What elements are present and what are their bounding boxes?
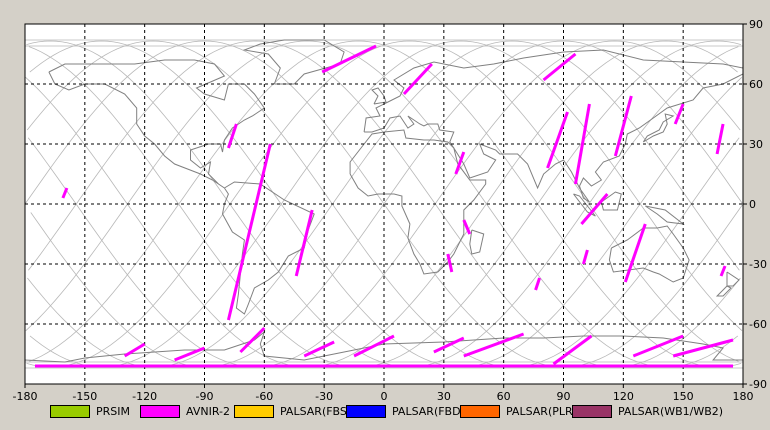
legend-label: PALSAR(FBS) [280, 404, 352, 418]
y-tick-label: -90 [749, 378, 767, 391]
swath-segment [174, 346, 206, 362]
legend-label: PRSIM [96, 404, 130, 418]
legend-label: PALSAR(PLR) [506, 404, 577, 418]
legend-item-palsar-wb: PALSAR(WB1/WB2) [572, 402, 723, 420]
swath-segment [613, 95, 633, 157]
coastline [371, 87, 387, 105]
grid-lines [25, 24, 743, 384]
swath-segment [546, 111, 569, 169]
avnir2-swaths [34, 44, 734, 368]
legend-item-palsar-plr: PALSAR(PLR) [460, 402, 577, 420]
swath-segment [582, 249, 589, 265]
swath-segment [321, 44, 377, 74]
swath-segment [542, 52, 577, 82]
legend: PRSIM AVNIR-2 PALSAR(FBS) PALSAR(FBD) PA… [0, 402, 770, 422]
swath-segment [123, 342, 146, 358]
legend-swatch [50, 404, 90, 418]
legend-item-palsar-fbd: PALSAR(FBD) [346, 402, 465, 420]
axis-ticks: -180 -150 -120 -90 -60 -30 0 30 60 90 120 150 180 90 6… [13, 18, 767, 403]
swath-segment [463, 332, 525, 358]
coastline [642, 113, 675, 143]
legend-item-avnir2: AVNIR-2 [140, 402, 230, 420]
y-tick-label: 60 [749, 78, 763, 91]
legend-swatch [572, 404, 612, 418]
coastline [600, 191, 622, 211]
orbit-track [29, 40, 743, 368]
swath-segment [534, 277, 541, 291]
x-tick-label: -90 [196, 390, 214, 403]
legend-swatch [346, 404, 386, 418]
y-tick-label: 30 [749, 138, 763, 151]
coastline [242, 39, 345, 85]
swath-segment [623, 223, 647, 283]
x-tick-label: 30 [437, 390, 451, 403]
swath-segment [715, 123, 725, 155]
swath-segment [580, 193, 609, 225]
swath-segment [719, 265, 727, 277]
swath-segment [61, 187, 69, 199]
x-tick-label: 90 [557, 390, 571, 403]
orbit-track [26, 40, 740, 368]
swath-segment [353, 334, 395, 358]
orbit-track [28, 40, 742, 368]
x-tick-label: -30 [315, 390, 333, 403]
swath-segment [239, 326, 266, 354]
x-tick-label: 180 [733, 390, 754, 403]
x-tick-label: 150 [673, 390, 694, 403]
y-tick-label: 90 [749, 18, 763, 31]
swath-segment [462, 219, 472, 235]
x-tick-label: 0 [381, 390, 388, 403]
y-tick-label: 0 [749, 198, 756, 211]
coastline [349, 129, 487, 275]
coastline [221, 181, 315, 315]
coastline [726, 271, 740, 287]
coastline [573, 193, 596, 217]
swath-segment [294, 209, 314, 277]
orbit-track [29, 40, 743, 368]
swath-segment [402, 62, 433, 96]
legend-swatch [460, 404, 500, 418]
coastline [469, 229, 485, 255]
coastline [715, 285, 732, 297]
legend-swatch [234, 404, 274, 418]
legend-label: PALSAR(FBD) [392, 404, 465, 418]
coastline [645, 205, 685, 225]
legend-swatch [140, 404, 180, 418]
x-tick-label: -60 [255, 390, 273, 403]
coastline [48, 59, 266, 189]
legend-label: PALSAR(WB1/WB2) [618, 404, 724, 418]
swath-segment [454, 151, 466, 175]
swath-segment [433, 336, 465, 354]
swath-segment [446, 253, 454, 273]
x-tick-label: -180 [13, 390, 38, 403]
swath-segment [573, 103, 591, 185]
swath-segment [552, 334, 593, 366]
x-tick-label: -150 [72, 390, 97, 403]
legend-label: AVNIR-2 [186, 404, 230, 418]
swath-segment [303, 340, 335, 358]
y-tick-label: -60 [749, 318, 767, 331]
swath-segment [226, 143, 272, 321]
orbit-track [25, 40, 739, 368]
x-tick-label: -120 [132, 390, 157, 403]
swath-segment [673, 103, 685, 125]
x-tick-label: 120 [613, 390, 634, 403]
legend-item-palsar-fbs: PALSAR(FBS) [234, 402, 351, 420]
x-tick-label: 60 [497, 390, 511, 403]
swath-segment [672, 338, 734, 358]
legend-item-prsim: PRSIM [50, 402, 130, 420]
swath-segment [632, 334, 684, 358]
y-tick-label: -30 [749, 258, 767, 271]
orbit-track [26, 40, 739, 368]
swath-segment [227, 123, 238, 149]
